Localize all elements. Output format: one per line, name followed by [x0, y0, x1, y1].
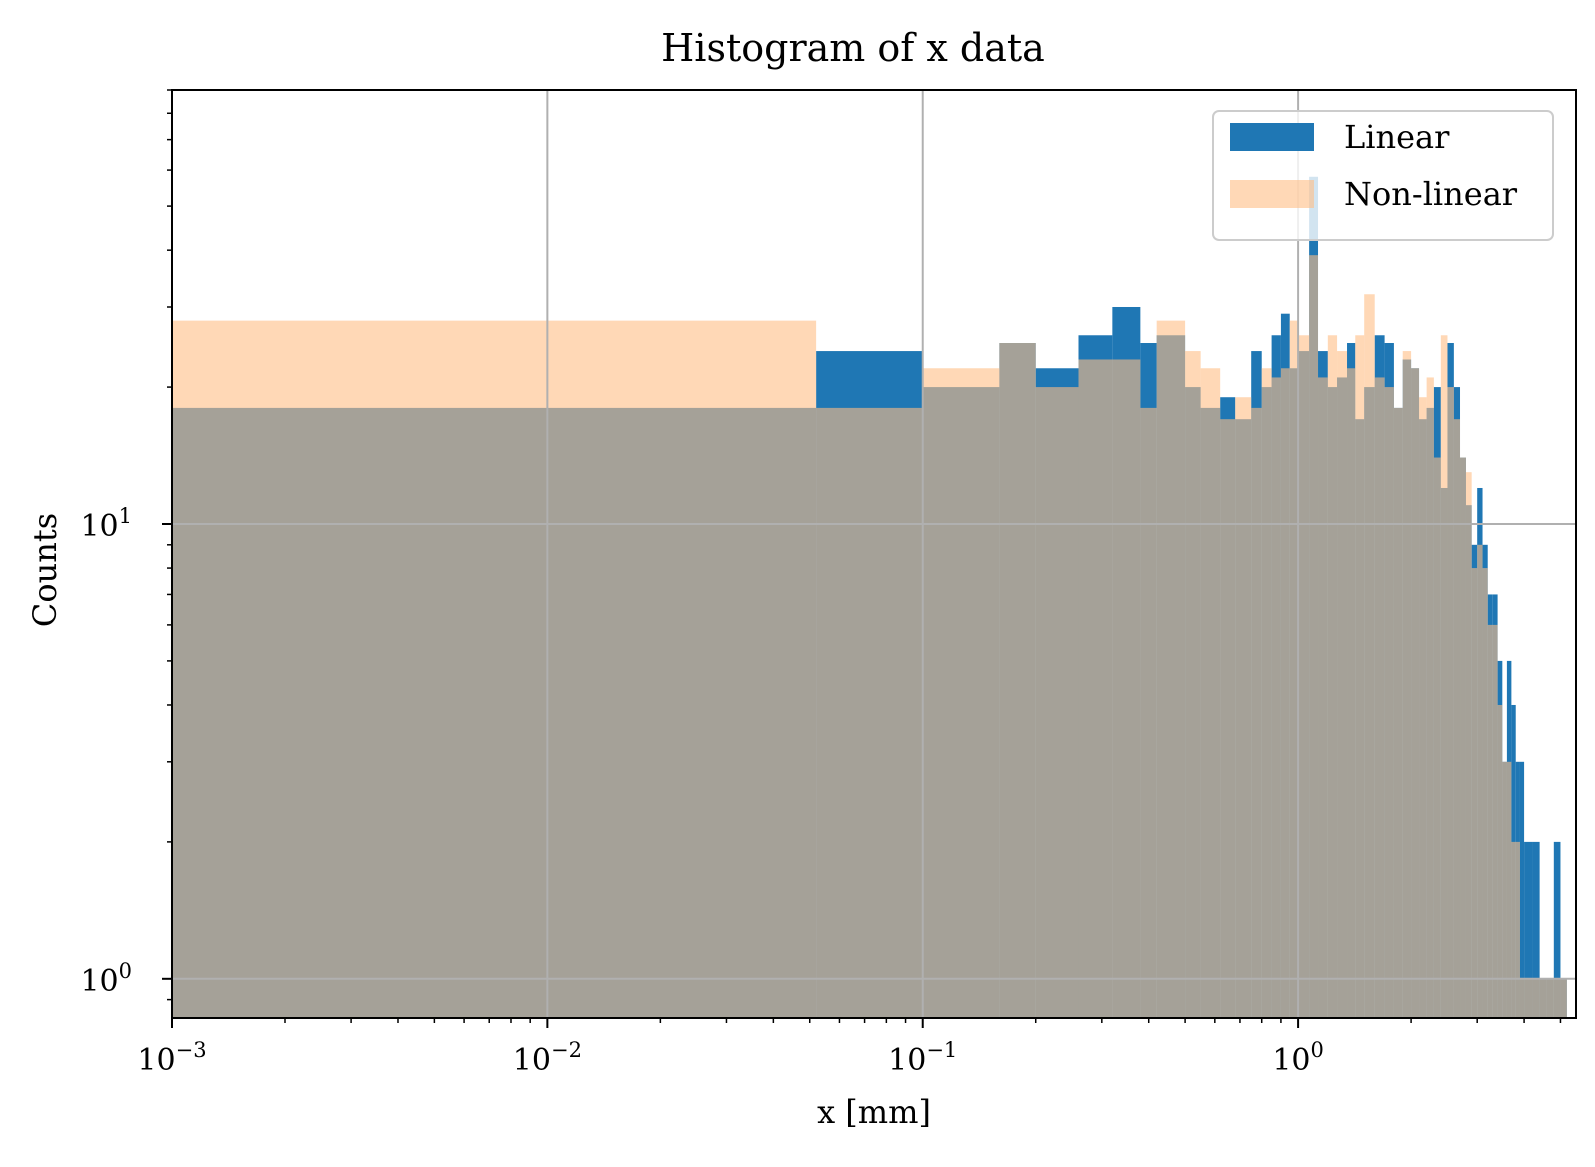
- histogram-bar: [1426, 377, 1434, 1018]
- histogram-bar: [1280, 368, 1290, 1018]
- histogram-bar: [922, 368, 1000, 1018]
- histogram-bar: [1524, 978, 1533, 1018]
- histogram-bar: [1419, 397, 1427, 1018]
- histogram-bar: [1309, 255, 1319, 1018]
- histogram-bar: [1553, 978, 1561, 1018]
- histogram-bar: [1393, 407, 1403, 1018]
- histogram-bar: [1078, 359, 1113, 1018]
- legend-label-1: Linear: [1344, 118, 1450, 156]
- histogram-bar: [1553, 841, 1561, 1018]
- histogram-bar: [1492, 624, 1498, 1018]
- y-axis-label: Counts: [26, 513, 64, 627]
- x-tick-label: 100: [1272, 1038, 1324, 1078]
- histogram-bar: [1337, 351, 1348, 1018]
- legend-swatch-1: [1230, 123, 1314, 151]
- y-tick-label: 100: [80, 959, 132, 999]
- legend-entries: Linear Non-linear: [1230, 118, 1518, 213]
- histogram-bar: [1460, 457, 1466, 1018]
- histogram-bar: [172, 320, 817, 1018]
- bars-layer: [172, 176, 1567, 1018]
- axes-frame: [171, 89, 1577, 1019]
- histogram-bar: [1140, 407, 1157, 1018]
- histogram-bar: [1532, 841, 1540, 1018]
- histogram-bar: [1402, 351, 1412, 1018]
- histogram-bar: [1318, 377, 1328, 1018]
- chart-title: Histogram of x data: [661, 26, 1045, 70]
- histogram-bar: [1364, 294, 1375, 1018]
- histogram-bar: [1327, 335, 1338, 1018]
- histogram-bar: [1185, 351, 1201, 1018]
- legend: Linear Non-linear: [1212, 110, 1554, 241]
- histogram-bar: [1453, 419, 1461, 1018]
- histogram-bar: [1447, 387, 1454, 1018]
- histogram-bar: [1532, 978, 1540, 1018]
- histogram-bar: [1289, 320, 1299, 1018]
- histogram-bar: [1560, 978, 1567, 1018]
- plot-area: [172, 90, 1576, 1018]
- histogram-bar: [1433, 457, 1441, 1018]
- histogram-bar: [1261, 368, 1272, 1018]
- ticks-layer: 10−3 10−2 10−1 100 100 101: [80, 89, 1562, 1078]
- histogram-bar: [1384, 387, 1394, 1018]
- histogram-bar: [1497, 704, 1503, 1018]
- histogram-bar: [1298, 335, 1310, 1018]
- histogram-bar: [1374, 377, 1385, 1018]
- y-tick-label: 101: [80, 504, 132, 544]
- x-tick-label: 10−2: [513, 1038, 582, 1078]
- grid-layer: [172, 90, 1576, 1018]
- histogram-bar: [1502, 761, 1507, 1018]
- legend-label-2: Non-linear: [1344, 175, 1518, 213]
- series-2-bars: [172, 255, 1567, 1018]
- histogram-bar: [1477, 544, 1483, 1018]
- histogram-bar: [1482, 568, 1488, 1018]
- histogram-bar: [1271, 377, 1281, 1018]
- histogram-bar: [1112, 359, 1141, 1018]
- histogram-bar: [999, 343, 1036, 1018]
- histogram-bar: [1487, 624, 1493, 1018]
- x-axis-label: x [mm]: [817, 1093, 931, 1131]
- histogram-bar: [816, 407, 923, 1018]
- histogram-bar: [1156, 320, 1186, 1018]
- histogram-bar: [1347, 368, 1356, 1018]
- x-tick-label: 10−1: [888, 1038, 957, 1078]
- histogram-bar: [1251, 407, 1262, 1018]
- histogram-bar: [1506, 761, 1512, 1018]
- histogram-bar: [1519, 978, 1525, 1018]
- histogram-bar: [1440, 335, 1448, 1018]
- histogram-bar: [1546, 978, 1554, 1018]
- histogram-bar: [1511, 841, 1516, 1018]
- histogram-bar: [1220, 419, 1236, 1018]
- histogram-bar: [1515, 841, 1520, 1018]
- histogram-bar: [1200, 368, 1221, 1018]
- histogram-bar: [1471, 568, 1478, 1018]
- histogram-bar: [1524, 841, 1533, 1018]
- histogram-bar: [1411, 368, 1420, 1018]
- legend-swatch-2: [1230, 180, 1314, 208]
- histogram-bar: [1539, 978, 1547, 1018]
- histogram-bar: [1465, 472, 1472, 1018]
- histogram-bar: [1035, 387, 1079, 1018]
- x-tick-label: 10−3: [137, 1038, 206, 1078]
- histogram-bar: [1355, 335, 1365, 1018]
- histogram-bar: [1235, 397, 1252, 1018]
- histogram-bar: [1519, 761, 1525, 1018]
